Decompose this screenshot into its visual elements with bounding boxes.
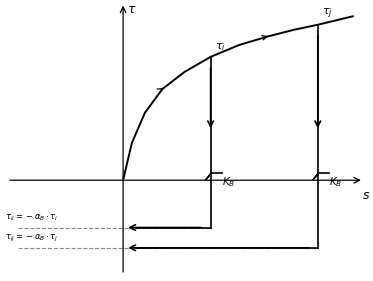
Text: $\tau_{ii} = -\alpha_B \cdot \tau_i$: $\tau_{ii} = -\alpha_B \cdot \tau_i$ bbox=[5, 213, 59, 223]
Text: $s$: $s$ bbox=[361, 189, 370, 202]
Text: $\tau_{ij} = -\alpha_B \cdot \tau_j$: $\tau_{ij} = -\alpha_B \cdot \tau_j$ bbox=[5, 232, 59, 244]
Polygon shape bbox=[206, 173, 211, 180]
Text: $\tau_i$: $\tau_i$ bbox=[215, 42, 226, 53]
Polygon shape bbox=[313, 173, 318, 180]
Text: $\tau_j$: $\tau_j$ bbox=[322, 7, 333, 21]
Text: $K_B$: $K_B$ bbox=[222, 175, 235, 189]
Text: $K_B$: $K_B$ bbox=[329, 175, 342, 189]
Text: $\tau$: $\tau$ bbox=[128, 3, 137, 16]
